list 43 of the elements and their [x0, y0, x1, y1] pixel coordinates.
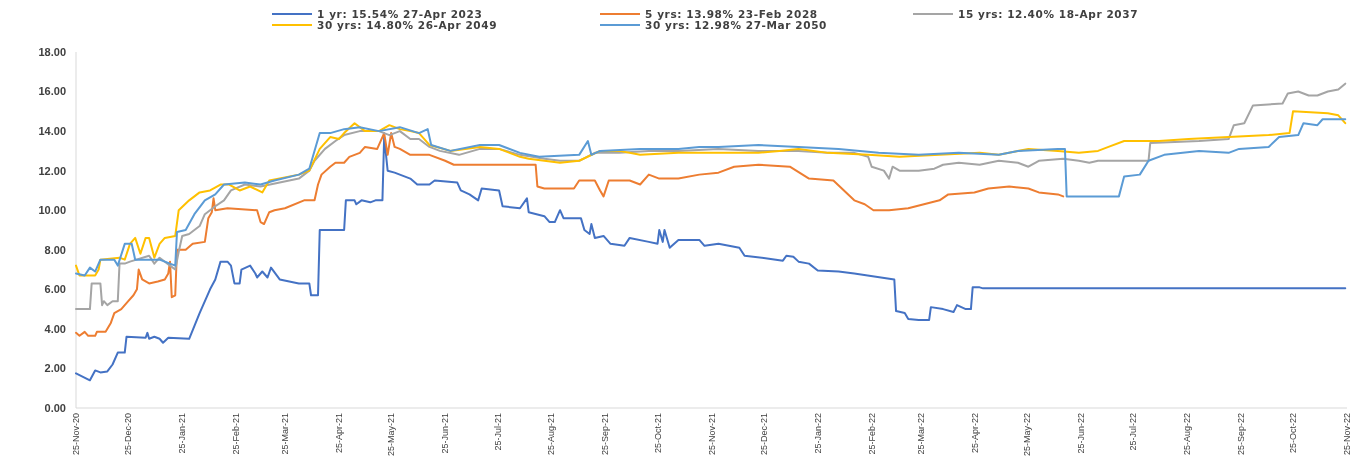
legend-label: 15 yrs: 12.40% 18-Apr 2037: [958, 8, 1139, 20]
y-tick-label: 2.00: [44, 362, 66, 375]
legend-label: 5 yrs: 13.98% 23-Feb 2028: [645, 8, 818, 20]
y-tick-label: 6.00: [44, 283, 66, 296]
x-tick-label: 25-Jun-22: [1075, 413, 1086, 454]
x-tick-label: 25-Oct-22: [1288, 413, 1299, 454]
line-series: [75, 82, 1347, 311]
x-tick-label: 25-Aug-22: [1181, 413, 1192, 456]
x-tick-label: 25-Oct-21: [652, 413, 663, 454]
line-series: [75, 136, 1347, 382]
x-tick-label: 25-Mar-22: [915, 413, 926, 455]
x-tick-label: 25-Sep-21: [600, 413, 611, 456]
x-tick-label: 25-May-22: [1021, 413, 1032, 457]
legend-label: 30 yrs: 14.80% 26-Apr 2049: [317, 19, 498, 31]
y-tick-label: 8.00: [44, 243, 66, 256]
y-tick-label: 12.00: [38, 164, 66, 177]
x-tick-label: 25-Jun-21: [440, 413, 451, 454]
y-tick-label: 18.00: [38, 45, 66, 58]
x-tick-label: 25-Jan-21: [177, 413, 188, 454]
x-tick-label: 25-Mar-21: [280, 413, 291, 455]
x-tick-label: 25-Dec-20: [123, 413, 134, 456]
x-tick-label: 25-Jul-22: [1128, 413, 1138, 451]
x-tick-label: 25-Dec-21: [758, 413, 769, 456]
x-tick-label: 25-May-21: [386, 413, 397, 457]
x-tick-label: 25-Feb-21: [231, 413, 242, 455]
x-tick-label: 25-Apr-21: [334, 413, 345, 454]
y-tick-label: 0.00: [44, 401, 66, 414]
legend-label: 1 yr: 15.54% 27-Apr 2023: [317, 8, 483, 20]
x-tick-label: 25-Sep-22: [1235, 413, 1246, 456]
y-tick-label: 16.00: [38, 85, 66, 98]
x-tick-label: 25-Nov-20: [71, 413, 82, 456]
y-tick-label: 4.00: [44, 322, 66, 335]
x-tick-label: 25-Nov-21: [706, 413, 717, 456]
x-tick-label: 25-Jul-21: [492, 413, 503, 451]
x-tick-label: 25-Jan-22: [812, 413, 823, 454]
x-tick-label: 25-Feb-22: [866, 413, 877, 455]
legend-label: 30 yrs: 12.98% 27-Mar 2050: [645, 19, 827, 31]
x-tick-label: 25-Apr-22: [969, 413, 980, 454]
x-tick-label: 25-Nov-22: [1342, 413, 1353, 456]
y-tick-label: 10.00: [38, 204, 66, 217]
y-tick-label: 14.00: [38, 124, 66, 137]
line-series: [75, 132, 1065, 337]
x-tick-label: 25-Aug-21: [546, 413, 557, 456]
